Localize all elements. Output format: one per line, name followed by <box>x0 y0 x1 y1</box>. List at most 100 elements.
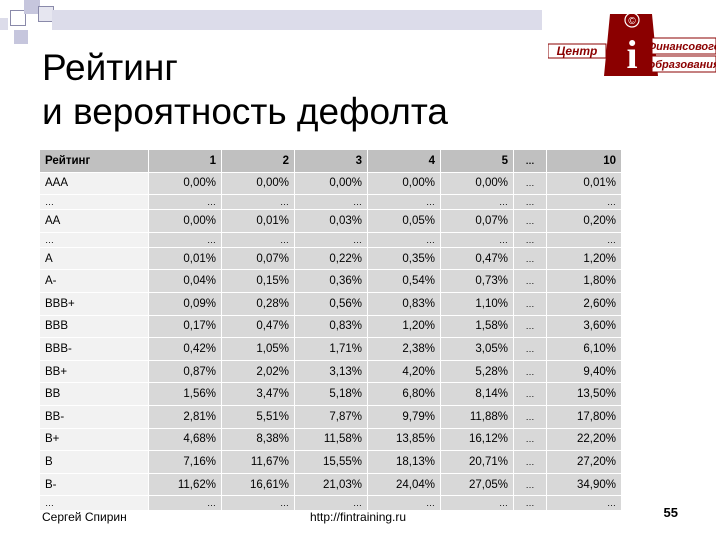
value-cell: … <box>440 232 514 248</box>
table-row: AA 0,00% 0,01% 0,03% 0,05% 0,07%… 0,20% <box>40 209 622 233</box>
value-cell: … <box>440 495 514 512</box>
svg-text:Центр: Центр <box>557 44 598 58</box>
rating-cell: BBB+ <box>40 292 149 316</box>
value-cell: … <box>221 194 295 211</box>
value-cell: 0,04% <box>148 269 222 293</box>
value-cell: 7,16% <box>148 450 222 474</box>
table-row: BBB+ 0,09% 0,28% 0,56% 0,83% 1,10%… 2,60% <box>40 292 622 316</box>
value-cell: … <box>513 450 547 474</box>
table-row-ellipsis: …………………… <box>40 194 622 211</box>
header-year-5: 5 <box>440 150 514 173</box>
value-cell: … <box>221 495 295 512</box>
value-cell: … <box>294 194 368 211</box>
value-cell: 0,00% <box>440 172 514 196</box>
table-row: AAA 0,00% 0,00% 0,00% 0,00% 0,00%… 0,01% <box>40 172 622 196</box>
value-cell: 1,58% <box>440 315 514 339</box>
rating-cell: A <box>40 247 149 271</box>
value-cell: 0,07% <box>440 209 514 233</box>
value-cell: 0,00% <box>367 172 441 196</box>
value-cell: 2,02% <box>221 360 295 384</box>
svg-text:©: © <box>628 16 636 27</box>
rating-cell: B <box>40 450 149 474</box>
value-cell: 8,38% <box>221 428 295 452</box>
rating-cell: AAA <box>40 172 149 196</box>
table-row: B- 11,62% 16,61% 21,03% 24,04% 27,05%… 34,90% <box>40 473 622 497</box>
value-cell: … <box>367 194 441 211</box>
value-cell: 0,28% <box>221 292 295 316</box>
table-row: BBB 0,17% 0,47% 0,83% 1,20% 1,58%… 3,60% <box>40 315 622 339</box>
value-cell: … <box>513 337 547 361</box>
value-cell: 18,13% <box>367 450 441 474</box>
value-cell: … <box>513 405 547 429</box>
value-cell: … <box>221 232 295 248</box>
value-cell: 0,87% <box>148 360 222 384</box>
value-cell: 5,28% <box>440 360 514 384</box>
value-cell: 0,00% <box>148 209 222 233</box>
header-ellipsis: … <box>513 150 547 173</box>
page-number: 55 <box>663 505 678 520</box>
rating-cell: B- <box>40 473 149 497</box>
title-line-2: и вероятность дефолта <box>42 91 448 132</box>
value-cell: … <box>546 194 622 211</box>
table-row: BB+ 0,87% 2,02% 3,13% 4,20% 5,28%… 9,40% <box>40 360 622 384</box>
value-cell: 0,07% <box>221 247 295 271</box>
value-cell: 8,14% <box>440 382 514 406</box>
rating-cell: B+ <box>40 428 149 452</box>
value-cell: 5,18% <box>294 382 368 406</box>
value-cell: 4,68% <box>148 428 222 452</box>
header-year-1: 1 <box>148 150 222 173</box>
value-cell: 11,58% <box>294 428 368 452</box>
value-cell: … <box>513 428 547 452</box>
value-cell: 0,47% <box>221 315 295 339</box>
value-cell: 16,12% <box>440 428 514 452</box>
value-cell: 0,17% <box>148 315 222 339</box>
value-cell: 0,35% <box>367 247 441 271</box>
value-cell: 17,80% <box>546 405 622 429</box>
value-cell: 5,51% <box>221 405 295 429</box>
table-row: B 7,16% 11,67% 15,55% 18,13% 20,71%… 27,20% <box>40 450 622 474</box>
value-cell: 24,04% <box>367 473 441 497</box>
value-cell: … <box>513 269 547 293</box>
value-cell: … <box>513 172 547 196</box>
value-cell: 0,20% <box>546 209 622 233</box>
value-cell: 0,00% <box>148 172 222 196</box>
footer-url[interactable]: http://fintraining.ru <box>310 510 407 524</box>
value-cell: … <box>513 473 547 497</box>
header-year-4: 4 <box>367 150 441 173</box>
value-cell: 1,56% <box>148 382 222 406</box>
value-cell: 0,56% <box>294 292 368 316</box>
value-cell: … <box>148 232 222 248</box>
value-cell: … <box>513 194 547 211</box>
value-cell: 2,60% <box>546 292 622 316</box>
value-cell: … <box>513 360 547 384</box>
value-cell: … <box>513 247 547 271</box>
value-cell: 7,87% <box>294 405 368 429</box>
value-cell: … <box>546 495 622 512</box>
value-cell: … <box>367 495 441 512</box>
value-cell: 0,01% <box>148 247 222 271</box>
value-cell: 9,79% <box>367 405 441 429</box>
value-cell: 1,71% <box>294 337 368 361</box>
value-cell: 27,20% <box>546 450 622 474</box>
value-cell: 0,83% <box>294 315 368 339</box>
value-cell: … <box>513 495 547 512</box>
value-cell: … <box>294 495 368 512</box>
value-cell: 9,40% <box>546 360 622 384</box>
value-cell: 0,54% <box>367 269 441 293</box>
table-row: A- 0,04% 0,15% 0,36% 0,54% 0,73%… 1,80% <box>40 269 622 293</box>
value-cell: 2,81% <box>148 405 222 429</box>
value-cell: 0,73% <box>440 269 514 293</box>
value-cell: 11,88% <box>440 405 514 429</box>
value-cell: 4,20% <box>367 360 441 384</box>
value-cell: 1,20% <box>367 315 441 339</box>
value-cell: 0,83% <box>367 292 441 316</box>
value-cell: … <box>513 315 547 339</box>
value-cell: 3,47% <box>221 382 295 406</box>
value-cell: 20,71% <box>440 450 514 474</box>
rating-cell: … <box>40 232 149 248</box>
value-cell: 27,05% <box>440 473 514 497</box>
value-cell: 0,05% <box>367 209 441 233</box>
rating-cell: BB <box>40 382 149 406</box>
table-row: B+ 4,68% 8,38% 11,58% 13,85% 16,12%… 22,20% <box>40 428 622 452</box>
value-cell: … <box>148 495 222 512</box>
